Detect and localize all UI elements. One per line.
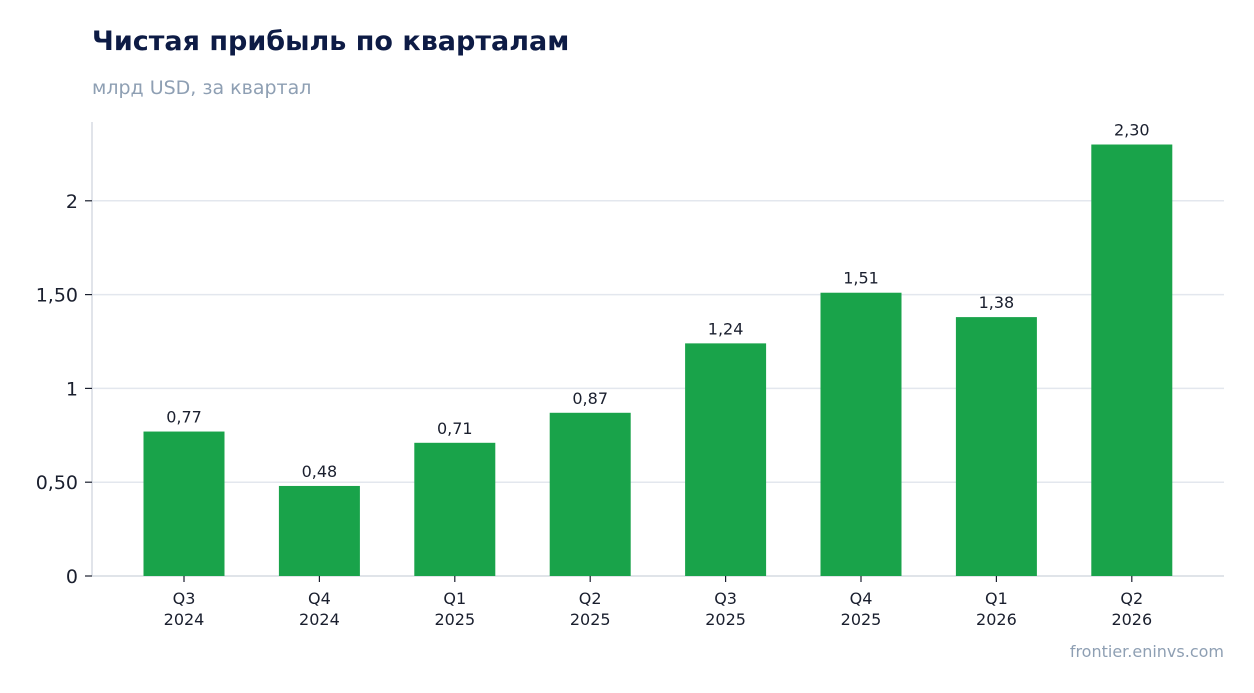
x-tick-label-year: 2024 bbox=[164, 610, 205, 629]
x-tick-label-quarter: Q2 bbox=[579, 589, 602, 608]
x-tick-label-quarter: Q1 bbox=[443, 589, 466, 608]
y-tick-label: 1 bbox=[66, 378, 78, 400]
bar bbox=[685, 343, 767, 576]
bar bbox=[955, 317, 1037, 576]
bar-value-label: 0,87 bbox=[572, 389, 608, 408]
x-tick-label-quarter: Q3 bbox=[714, 589, 737, 608]
bar bbox=[143, 431, 225, 576]
bar-value-labels: 0,77 0,48 0,71 0,87 1,24 1,51 1,38 2,30 bbox=[166, 121, 1149, 481]
x-tick-label-quarter: Q3 bbox=[173, 589, 196, 608]
bar bbox=[549, 412, 631, 576]
x-tick-label-quarter: Q4 bbox=[308, 589, 331, 608]
x-tick-label-year: 2026 bbox=[1111, 610, 1152, 629]
x-tick-label-year: 2025 bbox=[705, 610, 746, 629]
x-tick-label-year: 2025 bbox=[570, 610, 611, 629]
y-axis-ticks: 0 0,50 1 1,50 2 bbox=[36, 191, 92, 588]
y-tick-label: 1,50 bbox=[36, 285, 78, 307]
bar bbox=[820, 292, 902, 576]
x-tick-label-year: 2026 bbox=[976, 610, 1017, 629]
bar-value-label: 2,30 bbox=[1114, 121, 1150, 140]
x-tick-label-quarter: Q4 bbox=[850, 589, 873, 608]
source-credit: frontier.eninvs.com bbox=[1069, 642, 1224, 661]
bars bbox=[143, 144, 1173, 576]
bar bbox=[278, 485, 360, 576]
x-tick-label-year: 2024 bbox=[299, 610, 340, 629]
bar-value-label: 1,24 bbox=[708, 319, 744, 338]
chart-title: Чистая прибыль по кварталам bbox=[92, 26, 570, 57]
x-tick-label-year: 2025 bbox=[841, 610, 882, 629]
x-tick-label-quarter: Q1 bbox=[985, 589, 1008, 608]
bar-value-label: 0,77 bbox=[166, 408, 202, 427]
bar bbox=[414, 442, 496, 576]
x-tick-label-year: 2025 bbox=[434, 610, 475, 629]
y-tick-label: 2 bbox=[66, 191, 78, 213]
y-tick-label: 0,50 bbox=[36, 472, 78, 494]
bar-value-label: 0,48 bbox=[302, 462, 338, 481]
bar-value-label: 1,51 bbox=[843, 269, 879, 288]
bar-value-label: 1,38 bbox=[979, 293, 1015, 312]
grid-lines bbox=[92, 200, 1224, 483]
y-tick-label: 0 bbox=[66, 566, 78, 588]
axes bbox=[91, 122, 1224, 577]
x-axis-ticks: Q3 2024 Q4 2024 Q1 2025 Q2 2025 Q3 2025 Q4 2025 Q1 20… bbox=[164, 576, 1152, 629]
bar bbox=[1091, 144, 1173, 576]
bar-value-label: 0,71 bbox=[437, 419, 473, 438]
chart-subtitle: млрд USD, за квартал bbox=[92, 77, 312, 99]
x-tick-label-quarter: Q2 bbox=[1120, 589, 1143, 608]
